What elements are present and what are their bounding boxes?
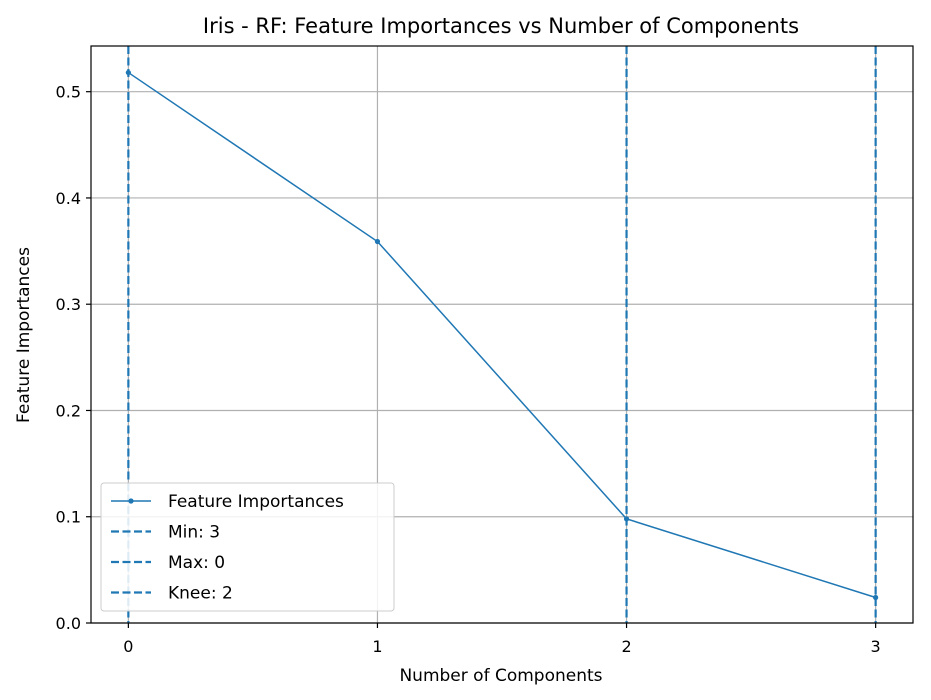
y-tick-label: 0.5 — [56, 83, 81, 102]
x-tick-label: 3 — [871, 637, 881, 656]
data-point — [873, 594, 879, 601]
chart-title: Iris - RF: Feature Importances vs Number… — [203, 14, 799, 38]
plot-frame — [90, 45, 914, 624]
y-tick-label: 0.4 — [56, 189, 81, 208]
y-axis-title: Feature Importances — [14, 247, 34, 423]
series-layer — [125, 69, 879, 601]
legend-label: Max: 0 — [168, 553, 225, 573]
y-tick-label: 0.2 — [56, 401, 81, 420]
x-tick-label: 1 — [372, 637, 382, 656]
x-axis-title: Number of Components — [399, 666, 602, 686]
legend-label: Min: 3 — [168, 523, 220, 543]
data-point — [623, 516, 630, 522]
y-tick-label: 0.1 — [56, 508, 81, 527]
series-line — [127, 71, 876, 599]
legend-marker — [128, 498, 134, 504]
y-tick-label: 0.0 — [56, 614, 81, 633]
legend: Feature Importances Min: 3 Max: 0 Knee: 2 — [100, 482, 395, 612]
y-tick-label: 0.3 — [56, 295, 81, 314]
data-point — [125, 69, 131, 76]
legend-box — [100, 482, 395, 612]
vertical-reference-lines — [127, 46, 877, 623]
data-point — [374, 238, 381, 245]
legend-label: Feature Importances — [168, 492, 344, 512]
axis-ticks: 0 1 2 3 0.0 0.1 0.2 0.3 0.4 0.5 — [56, 83, 881, 656]
x-tick-label: 0 — [123, 637, 133, 656]
legend-label: Knee: 2 — [168, 584, 233, 604]
x-tick-label: 2 — [621, 637, 631, 656]
